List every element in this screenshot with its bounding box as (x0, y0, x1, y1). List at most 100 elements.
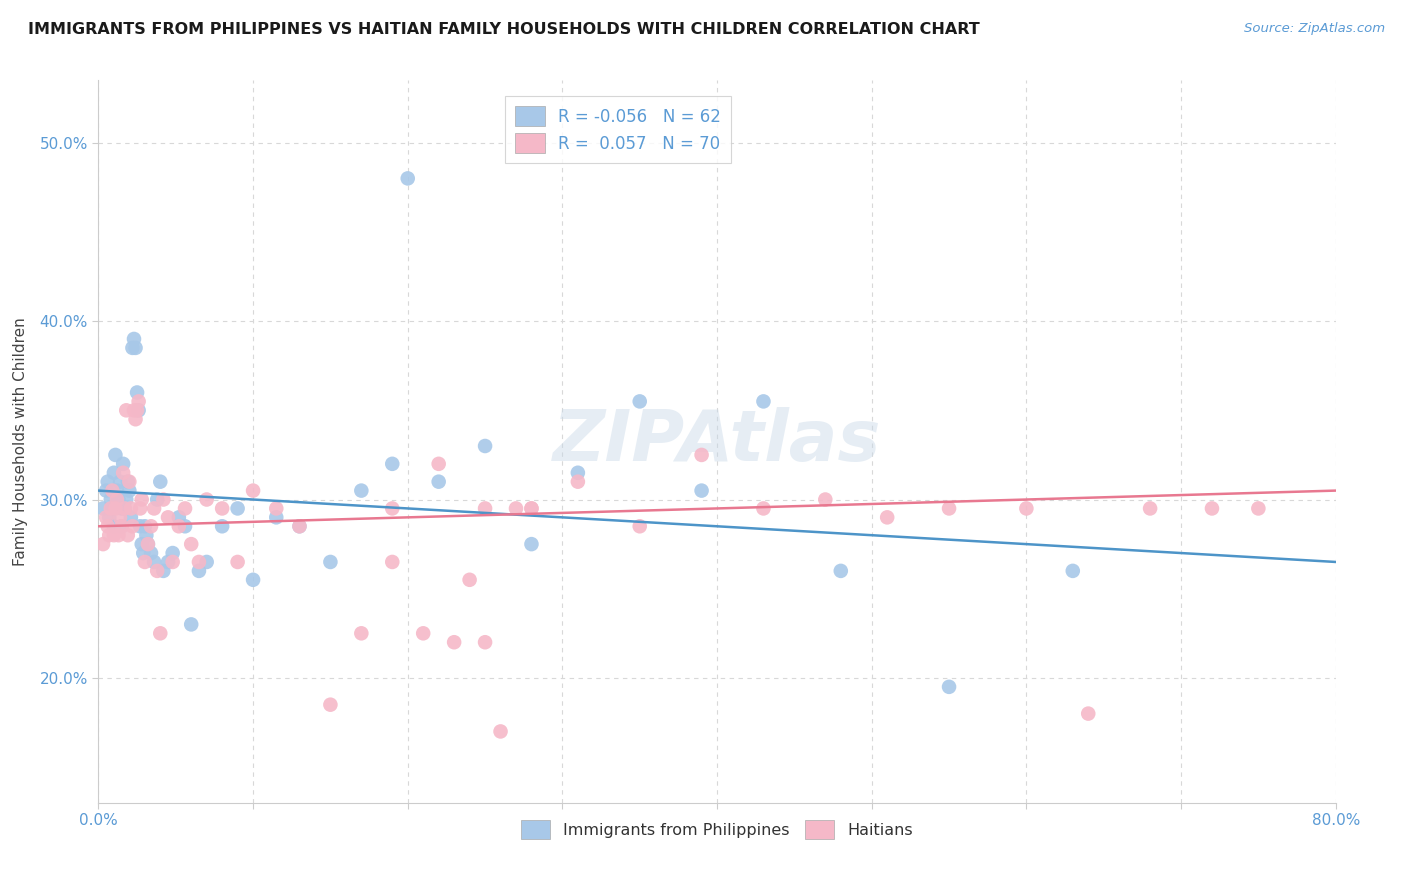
Point (127, 403, 149, 417)
Point (830, 564, 852, 578)
Point (139, 546, 162, 560)
Point (111, 519, 132, 533)
Point (167, 519, 190, 533)
Point (628, 519, 651, 533)
Point (100, 501, 122, 516)
Point (264, 510, 288, 524)
Point (381, 555, 404, 569)
Point (157, 510, 180, 524)
Point (938, 501, 960, 516)
Point (143, 555, 166, 569)
Point (520, 501, 543, 516)
Legend: Immigrants from Philippines, Haitians: Immigrants from Philippines, Haitians (515, 814, 920, 846)
Point (319, 698, 342, 712)
Point (162, 555, 184, 569)
Point (319, 555, 342, 569)
Point (690, 448, 713, 462)
Point (876, 510, 898, 524)
Point (143, 501, 166, 516)
Text: Source: ZipAtlas.com: Source: ZipAtlas.com (1244, 22, 1385, 36)
Point (129, 519, 152, 533)
Y-axis label: Family Households with Children: Family Households with Children (14, 318, 28, 566)
Point (124, 341, 146, 355)
Point (107, 492, 129, 507)
Point (195, 492, 218, 507)
Point (114, 501, 136, 516)
Point (98, 510, 121, 524)
Point (101, 501, 124, 516)
Point (489, 724, 512, 739)
Point (122, 332, 145, 346)
Text: IMMIGRANTS FROM PHILIPPINES VS HAITIAN FAMILY HOUSEHOLDS WITH CHILDREN CORRELATI: IMMIGRANTS FROM PHILIPPINES VS HAITIAN F… (28, 22, 980, 37)
Point (112, 457, 135, 471)
Point (157, 555, 180, 569)
Point (242, 483, 264, 498)
Point (105, 483, 128, 498)
Point (91, 537, 114, 551)
Point (149, 475, 172, 489)
Point (1139, 501, 1161, 516)
Point (111, 501, 132, 516)
Point (162, 546, 184, 560)
Point (118, 483, 141, 498)
Point (108, 510, 131, 524)
Point (134, 519, 156, 533)
Point (1062, 564, 1084, 578)
Point (381, 457, 404, 471)
Point (131, 492, 153, 507)
Point (458, 573, 481, 587)
Point (96, 510, 118, 524)
Text: ZIPAtlas: ZIPAtlas (553, 407, 882, 476)
Point (180, 617, 202, 632)
Point (474, 439, 496, 453)
Point (129, 501, 152, 516)
Point (136, 537, 159, 551)
Point (180, 537, 202, 551)
Point (174, 519, 197, 533)
Point (103, 519, 125, 533)
Point (149, 626, 172, 640)
Point (211, 519, 233, 533)
Point (146, 564, 169, 578)
Point (396, 171, 419, 186)
Point (121, 519, 143, 533)
Point (195, 555, 218, 569)
Point (124, 412, 146, 426)
Point (118, 475, 141, 489)
Point (152, 564, 174, 578)
Point (350, 483, 373, 498)
Point (103, 466, 125, 480)
Point (98, 528, 121, 542)
Point (107, 528, 129, 542)
Point (115, 403, 138, 417)
Point (152, 492, 174, 507)
Point (381, 501, 404, 516)
Point (120, 501, 142, 516)
Point (112, 466, 135, 480)
Point (938, 680, 960, 694)
Point (520, 501, 543, 516)
Point (134, 555, 156, 569)
Point (128, 403, 150, 417)
Point (146, 492, 169, 507)
Point (91, 501, 114, 516)
Point (264, 501, 288, 516)
Point (120, 510, 142, 524)
Point (127, 385, 149, 400)
Point (188, 564, 211, 578)
Point (105, 492, 128, 507)
Point (167, 510, 190, 524)
Point (111, 519, 132, 533)
Point (520, 537, 543, 551)
Point (188, 555, 211, 569)
Point (117, 528, 139, 542)
Point (97, 475, 120, 489)
Point (128, 394, 150, 409)
Point (131, 537, 153, 551)
Point (474, 501, 496, 516)
Point (412, 626, 434, 640)
Point (427, 475, 450, 489)
Point (211, 501, 233, 516)
Point (97, 519, 120, 533)
Point (505, 501, 527, 516)
